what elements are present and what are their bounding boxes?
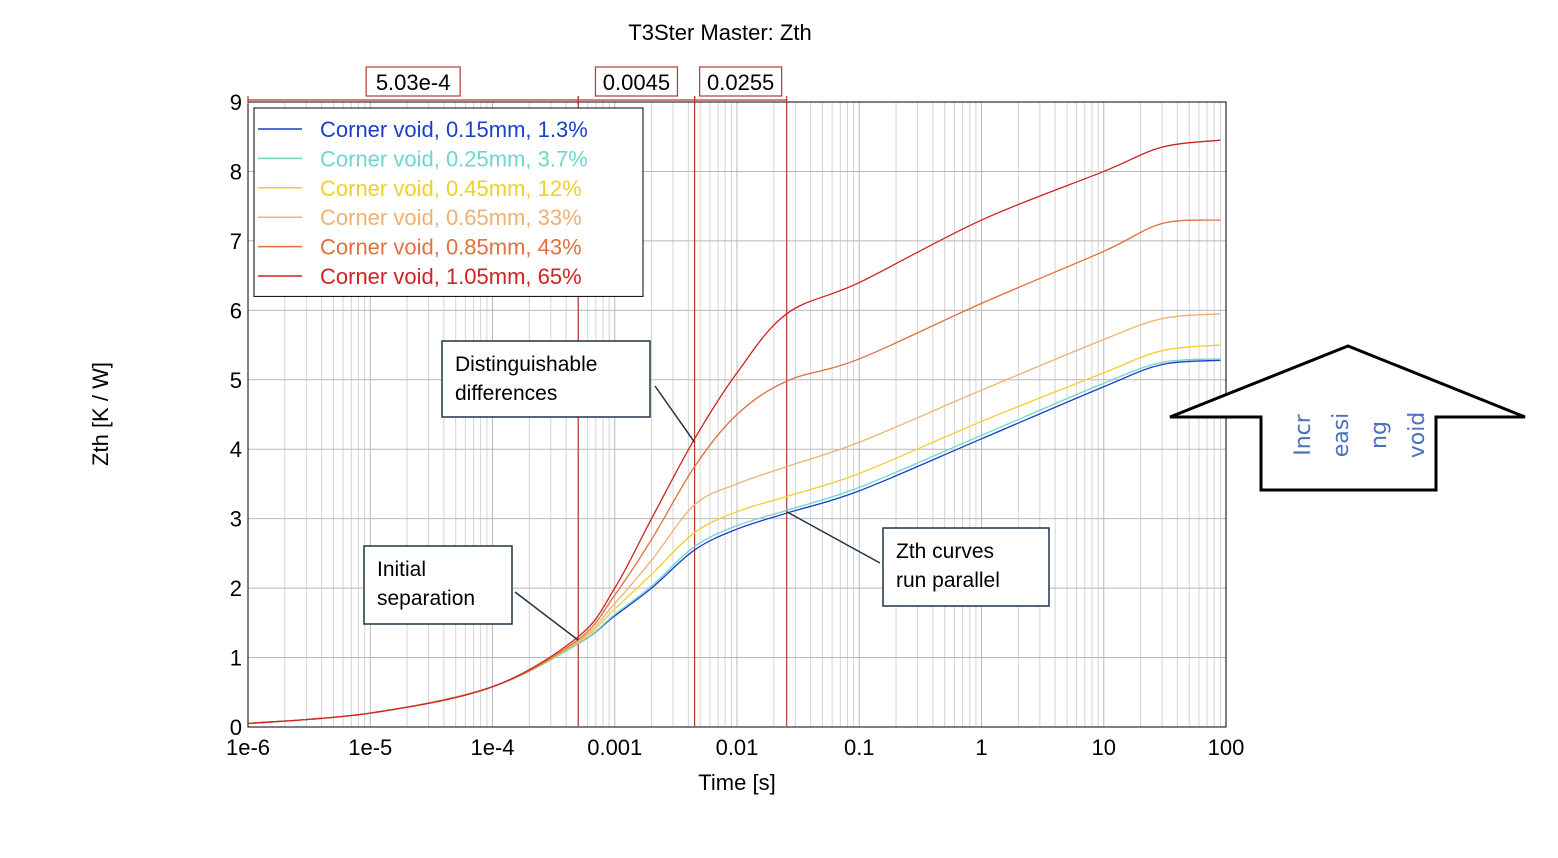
arrow-text: Incr xyxy=(1291,413,1316,456)
series-lines xyxy=(247,139,1221,725)
legend: Corner void, 0.15mm, 1.3% Corner void, 0.… xyxy=(253,107,644,297)
x-tick-label: 1e-4 xyxy=(470,735,514,760)
marker-label: 0.0045 xyxy=(603,70,670,95)
series-line xyxy=(247,358,1221,725)
legend-entry: Corner void, 1.05mm, 65% xyxy=(320,264,582,289)
y-tick-label: 5 xyxy=(230,368,242,393)
arrow-text: easi xyxy=(1329,413,1354,458)
y-axis-label: Zth [K / W] xyxy=(88,362,113,466)
annotation-box xyxy=(363,545,513,625)
legend-entry: Corner void, 0.25mm, 3.7% xyxy=(320,146,588,171)
x-tick-label: 10 xyxy=(1092,735,1116,760)
annotation-text: differences xyxy=(455,382,557,405)
x-tick-label: 0.1 xyxy=(844,735,875,760)
chart-title: T3Ster Master: Zth xyxy=(628,20,811,45)
annotation-text: separation xyxy=(377,587,475,610)
annotation-text: Initial xyxy=(377,558,426,581)
annotation-text: Zth curves xyxy=(896,540,994,563)
legend-entry: Corner void, 0.45mm, 12% xyxy=(320,176,582,201)
annotation-leader xyxy=(514,591,579,641)
marker-label-box xyxy=(365,66,461,97)
legend-entry: Corner void, 0.85mm, 43% xyxy=(320,235,582,260)
annotations: Distinguishable differences Initial separat… xyxy=(363,340,1050,641)
x-tick-label: 100 xyxy=(1208,735,1245,760)
marker-label-box xyxy=(594,66,679,97)
y-tick-label: 2 xyxy=(230,576,242,601)
legend-entry: Corner void, 0.65mm, 33% xyxy=(320,205,582,230)
x-tick-label: 0.01 xyxy=(716,735,759,760)
series-line xyxy=(247,359,1221,725)
annotation-text: run parallel xyxy=(896,569,1000,592)
y-tick-label: 3 xyxy=(230,507,242,532)
y-tick-label: 8 xyxy=(230,159,242,184)
annotation-text: Distinguishable xyxy=(455,353,597,376)
arrow-text: ng xyxy=(1367,421,1392,449)
marker-label-box xyxy=(699,66,783,97)
x-tick-label: 0.001 xyxy=(587,735,642,760)
y-tick-label: 9 xyxy=(230,90,242,115)
y-tick-labels: 0 1 2 3 4 5 6 7 8 9 xyxy=(230,90,242,740)
annotation-leader xyxy=(786,511,881,564)
annotation-box xyxy=(882,527,1050,607)
time-markers: 5.03e-4 0.0045 0.0255 xyxy=(247,66,788,727)
x-axis-label: Time [s] xyxy=(698,770,775,795)
series-line xyxy=(247,344,1221,725)
y-tick-label: 6 xyxy=(230,298,242,323)
annotation-leader xyxy=(654,385,696,443)
y-tick-label: 0 xyxy=(230,715,242,740)
x-tick-label: 1 xyxy=(975,735,987,760)
x-tick-label: 1e-5 xyxy=(348,735,392,760)
marker-label: 0.0255 xyxy=(707,70,774,95)
marker-label: 5.03e-4 xyxy=(376,70,451,95)
legend-entry: Corner void, 0.15mm, 1.3% xyxy=(320,117,588,142)
arrow-shape xyxy=(1169,344,1526,492)
y-tick-label: 4 xyxy=(230,437,242,462)
increasing-void-arrow: Incr easi ng void xyxy=(1169,344,1526,492)
legend-box xyxy=(253,107,644,297)
arrow-text: void xyxy=(1405,412,1430,459)
x-tick-labels: 1e-6 1e-5 1e-4 0.001 0.01 0.1 1 10 100 xyxy=(226,735,1244,760)
series-line xyxy=(247,139,1221,725)
x-tick-label: 1e-6 xyxy=(226,735,270,760)
annotation-box xyxy=(441,340,651,418)
y-tick-label: 7 xyxy=(230,229,242,254)
y-tick-label: 1 xyxy=(230,646,242,671)
